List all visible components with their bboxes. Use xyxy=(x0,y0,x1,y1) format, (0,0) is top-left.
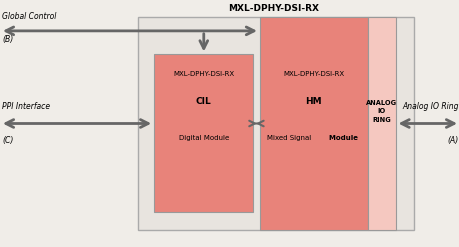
Text: MXL-DPHY-DSI-RX: MXL-DPHY-DSI-RX xyxy=(173,71,234,77)
Text: ANALOG
IO
RING: ANALOG IO RING xyxy=(365,100,397,123)
Text: (C): (C) xyxy=(2,136,14,145)
Text: (B): (B) xyxy=(2,35,13,44)
Bar xyxy=(367,17,395,230)
Text: Module: Module xyxy=(313,135,357,141)
Text: Mixed Signal: Mixed Signal xyxy=(267,135,313,141)
Bar xyxy=(259,17,367,230)
Text: Analog IO Ring: Analog IO Ring xyxy=(402,102,458,111)
Text: PPI Interface: PPI Interface xyxy=(2,102,50,111)
Text: Global Control: Global Control xyxy=(2,12,56,21)
Text: Digital Module: Digital Module xyxy=(178,135,229,141)
Bar xyxy=(138,17,413,230)
Text: CIL: CIL xyxy=(196,97,211,106)
Text: MXL-DPHY-DSI-RX: MXL-DPHY-DSI-RX xyxy=(228,4,319,13)
Text: MXL-DPHY-DSI-RX: MXL-DPHY-DSI-RX xyxy=(283,71,343,77)
Bar xyxy=(154,54,252,212)
Text: HM: HM xyxy=(305,97,321,106)
Text: (A): (A) xyxy=(447,136,458,145)
